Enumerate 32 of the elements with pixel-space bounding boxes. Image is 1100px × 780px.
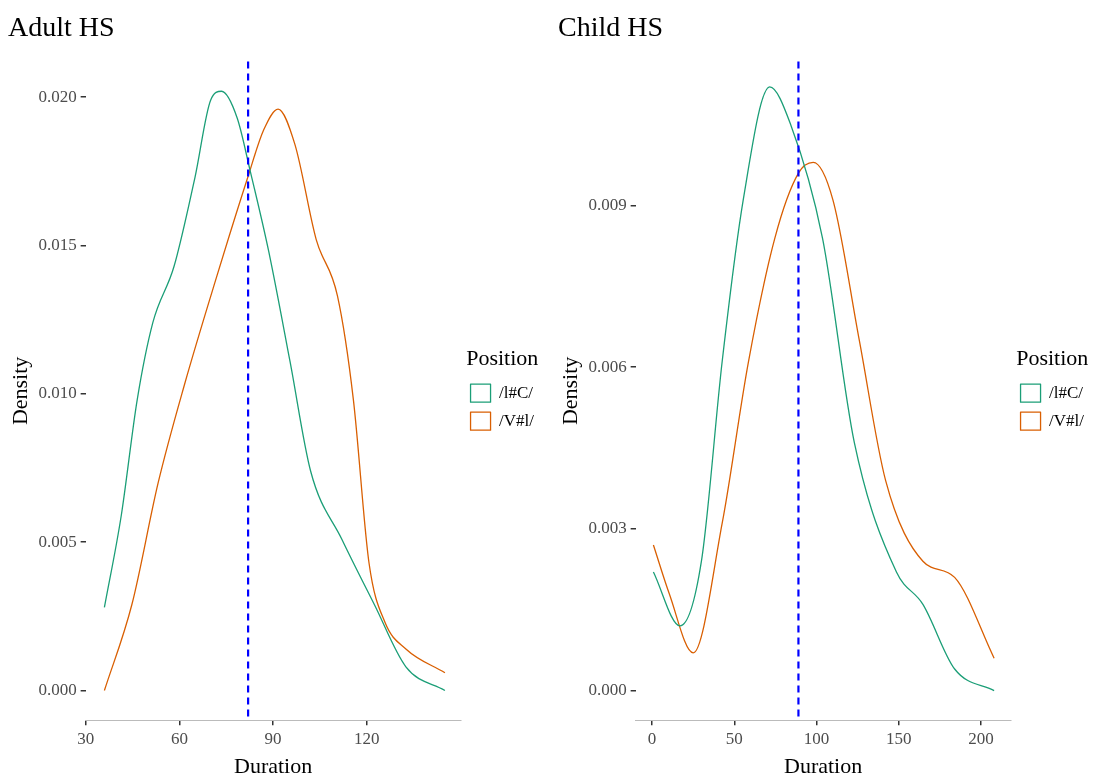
y-tick-label: 0.009 — [588, 194, 627, 214]
legend-label: /l#C/ — [1049, 382, 1084, 402]
legend-label: /V#l/ — [1049, 410, 1085, 430]
chart-title: Child HS — [558, 11, 664, 43]
y-tick-label: 0.005 — [38, 531, 77, 551]
x-tick-label: 60 — [170, 728, 188, 748]
x-axis-title: Duration — [234, 752, 313, 778]
x-tick-label: 30 — [77, 728, 95, 748]
y-tick-label: 0.000 — [38, 680, 77, 699]
y-tick-label: 0.006 — [588, 356, 627, 376]
x-tick-label: 100 — [803, 728, 830, 748]
line-series — [652, 161, 995, 659]
x-tick-label: 90 — [264, 728, 282, 748]
y-tick-label: 0.015 — [38, 235, 77, 254]
y-tick-label: 0.010 — [38, 383, 77, 403]
y-tick-label: 0.003 — [588, 518, 627, 538]
legend-label: /l#C/ — [499, 382, 534, 402]
x-axis-title: Duration — [784, 752, 863, 778]
y-axis-title: Density — [6, 356, 32, 426]
legend-title: Position — [466, 344, 539, 370]
x-tick-label: 50 — [725, 728, 743, 748]
x-tick-label: 150 — [885, 728, 912, 748]
y-axis-title: Density — [556, 356, 582, 426]
x-tick-label: 200 — [968, 728, 994, 748]
line-series — [652, 86, 995, 692]
x-tick-label: 120 — [354, 728, 380, 748]
x-tick-label: 0 — [647, 728, 657, 748]
chart-title: Adult HS — [8, 11, 115, 43]
legend-title: Position — [1016, 344, 1089, 370]
y-tick-label: 0.020 — [38, 86, 77, 106]
legend-label: /V#l/ — [499, 410, 535, 430]
y-tick-label: 0.000 — [588, 680, 627, 700]
